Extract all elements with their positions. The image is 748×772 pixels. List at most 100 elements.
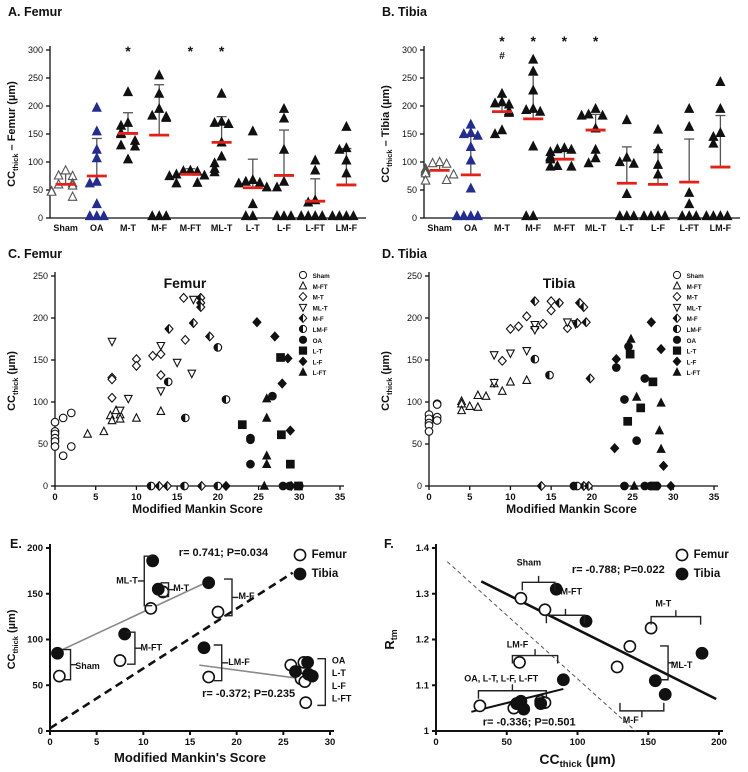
- svg-text:200: 200: [711, 737, 727, 748]
- svg-text:L-FT: L-FT: [313, 370, 327, 377]
- svg-text:20: 20: [231, 737, 242, 748]
- svg-text:B. Tibia: B. Tibia: [382, 5, 428, 19]
- svg-text:L-T: L-T: [332, 668, 346, 678]
- svg-text:Tibia: Tibia: [543, 275, 576, 291]
- svg-text:0: 0: [38, 726, 43, 737]
- svg-text:50: 50: [33, 185, 43, 195]
- svg-text:M-T: M-T: [173, 583, 189, 593]
- svg-text:M-T: M-T: [120, 223, 136, 233]
- svg-text:Femur: Femur: [312, 549, 348, 561]
- svg-text:*: *: [562, 33, 568, 49]
- svg-text:D. Tibia: D. Tibia: [382, 247, 428, 261]
- svg-text:Rtm: Rtm: [382, 629, 399, 649]
- svg-text:250: 250: [33, 271, 48, 281]
- svg-text:30: 30: [668, 492, 679, 503]
- svg-text:L-FT: L-FT: [679, 223, 699, 233]
- svg-text:200: 200: [402, 101, 417, 111]
- svg-text:0: 0: [417, 481, 422, 491]
- svg-text:OA: OA: [464, 223, 478, 233]
- svg-text:LM-F: LM-F: [710, 223, 732, 233]
- svg-text:r= -0.336; P=0.501: r= -0.336; P=0.501: [483, 717, 576, 729]
- svg-text:M-F: M-F: [623, 715, 639, 725]
- svg-text:25: 25: [627, 492, 638, 503]
- svg-text:50: 50: [38, 439, 48, 449]
- svg-text:ML-T: ML-T: [585, 223, 607, 233]
- svg-text:100: 100: [570, 737, 586, 748]
- svg-text:CCthick – Femur (µm): CCthick – Femur (µm): [6, 81, 20, 187]
- svg-text:L-T: L-T: [620, 223, 634, 233]
- svg-text:M-FT: M-FT: [561, 587, 583, 597]
- svg-text:LM-F: LM-F: [313, 327, 328, 334]
- svg-text:50: 50: [501, 737, 512, 748]
- svg-text:150: 150: [28, 129, 43, 139]
- svg-text:10: 10: [138, 737, 149, 748]
- svg-text:Sham: Sham: [53, 223, 78, 233]
- svg-text:Modified Mankin's Score: Modified Mankin's Score: [114, 750, 266, 765]
- svg-text:1.3: 1.3: [416, 589, 429, 600]
- svg-text:CCthick (µm): CCthick (µm): [380, 351, 394, 411]
- svg-text:15: 15: [172, 492, 183, 503]
- svg-text:150: 150: [33, 355, 48, 365]
- svg-text:50: 50: [407, 185, 417, 195]
- panel-a-chart: 0 50 100 150 200 250 300 CCthick – Femur (µm) A.…: [0, 0, 374, 240]
- panel-b-chart: 0 50 100 150 200 250 300 CCthick – Tibia (µm) B.…: [374, 0, 748, 240]
- svg-text:CCthick (µm): CCthick (µm): [6, 609, 20, 669]
- svg-text:L-FT: L-FT: [305, 223, 325, 233]
- svg-text:M-FT: M-FT: [313, 284, 328, 291]
- svg-text:L-FT: L-FT: [332, 694, 352, 704]
- svg-text:25: 25: [278, 737, 289, 748]
- svg-text:M-T: M-T: [494, 223, 510, 233]
- svg-text:L-F: L-F: [651, 223, 665, 233]
- svg-text:Femur: Femur: [694, 549, 730, 561]
- svg-text:E.: E.: [10, 537, 22, 551]
- svg-text:ML-T: ML-T: [671, 660, 693, 670]
- svg-text:Tibia: Tibia: [694, 568, 721, 580]
- svg-text:ML-T: ML-T: [687, 305, 702, 312]
- svg-text:OA: OA: [313, 338, 323, 345]
- svg-text:1.4: 1.4: [416, 543, 430, 554]
- svg-text:M-F: M-F: [239, 591, 255, 601]
- svg-text:Sham: Sham: [313, 273, 331, 280]
- svg-text:250: 250: [402, 73, 417, 83]
- svg-text:0: 0: [433, 737, 438, 748]
- svg-text:15: 15: [546, 492, 557, 503]
- svg-text:M-F: M-F: [151, 223, 167, 233]
- svg-text:M-F: M-F: [687, 316, 698, 323]
- svg-text:150: 150: [27, 589, 43, 600]
- svg-text:L-F: L-F: [277, 223, 291, 233]
- svg-text:150: 150: [640, 737, 656, 748]
- svg-text:LM-F: LM-F: [336, 223, 358, 233]
- svg-text:#: #: [499, 51, 505, 62]
- svg-text:M-T: M-T: [687, 295, 698, 302]
- svg-text:Sham: Sham: [427, 223, 452, 233]
- svg-text:ML-T: ML-T: [313, 305, 328, 312]
- svg-text:L-F: L-F: [332, 681, 346, 691]
- svg-text:Sham: Sham: [517, 557, 542, 567]
- svg-text:C. Femur: C. Femur: [8, 247, 62, 261]
- svg-text:300: 300: [28, 45, 43, 55]
- svg-text:30: 30: [325, 737, 336, 748]
- svg-text:L-FT: L-FT: [687, 370, 701, 377]
- panel-e-chart: 0 50 100 150 200 CCthick (µm) E. 0 5 10 15 20 25 30 Mo…: [0, 518, 374, 772]
- svg-text:L-F: L-F: [687, 359, 697, 366]
- svg-text:0: 0: [38, 213, 43, 223]
- svg-text:L-T: L-T: [687, 349, 697, 356]
- svg-text:250: 250: [28, 73, 43, 83]
- svg-text:35: 35: [709, 492, 720, 503]
- svg-text:Femur: Femur: [164, 275, 207, 291]
- svg-text:100: 100: [407, 397, 422, 407]
- svg-text:Modified Mankin Score: Modified Mankin Score: [506, 502, 637, 516]
- svg-text:200: 200: [27, 543, 43, 554]
- svg-text:15: 15: [185, 737, 196, 748]
- svg-text:F.: F.: [384, 537, 394, 551]
- svg-text:5: 5: [94, 737, 100, 748]
- svg-text:M-FT: M-FT: [687, 284, 702, 291]
- svg-text:OA: OA: [332, 655, 346, 665]
- svg-text:L-T: L-T: [246, 223, 260, 233]
- svg-text:0: 0: [412, 213, 417, 223]
- svg-text:L-T: L-T: [313, 349, 323, 356]
- svg-text:M-FT: M-FT: [141, 642, 163, 652]
- svg-text:*: *: [125, 43, 131, 59]
- svg-text:M-T: M-T: [655, 599, 671, 609]
